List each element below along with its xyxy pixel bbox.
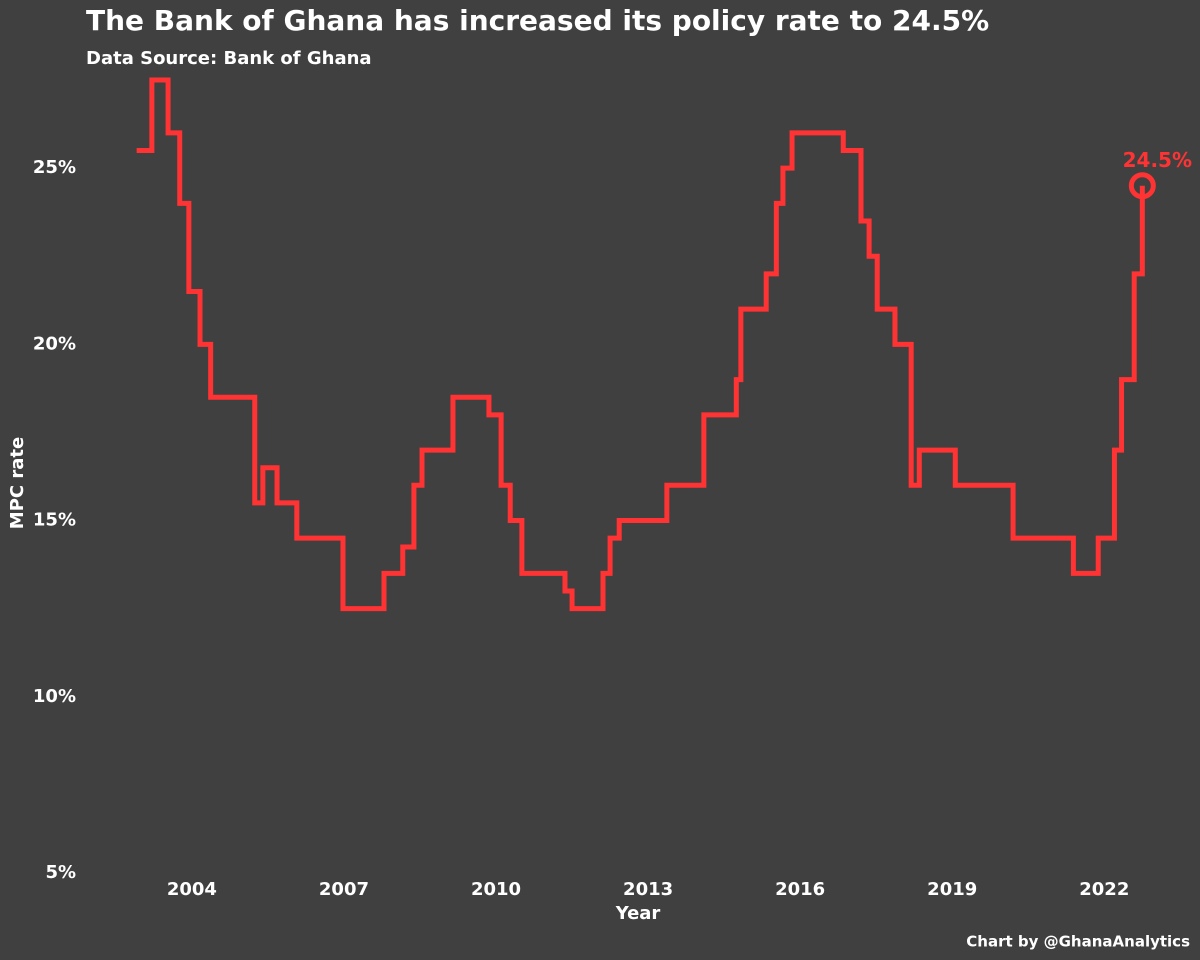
x-tick-label: 2010 bbox=[471, 879, 521, 900]
x-tick-label: 2022 bbox=[1079, 879, 1129, 900]
y-tick-label: 15% bbox=[33, 510, 76, 531]
footer: Chart by @GhanaAnalytics bbox=[966, 933, 1190, 951]
y-tick-label: 25% bbox=[33, 157, 76, 178]
x-tick-label: 2007 bbox=[319, 879, 369, 900]
x-axis-label: Year bbox=[615, 903, 661, 924]
highlight-label: 24.5% bbox=[1123, 148, 1192, 172]
highlight-marker bbox=[1128, 172, 1156, 200]
chart-title: The Bank of Ghana has increased its poli… bbox=[86, 4, 989, 37]
y-axis-label: MPC rate bbox=[7, 437, 28, 529]
step-line bbox=[136, 77, 1145, 612]
x-tick-label: 2019 bbox=[927, 879, 977, 900]
x-tick-label: 2004 bbox=[167, 879, 217, 900]
x-tick-label: 2016 bbox=[775, 879, 825, 900]
y-tick-label: 10% bbox=[33, 686, 76, 707]
y-tick-label: 5% bbox=[45, 862, 76, 883]
chart-subtitle: Data Source: Bank of Ghana bbox=[86, 48, 372, 69]
x-tick-label: 2013 bbox=[623, 879, 673, 900]
y-tick-label: 20% bbox=[33, 333, 76, 354]
